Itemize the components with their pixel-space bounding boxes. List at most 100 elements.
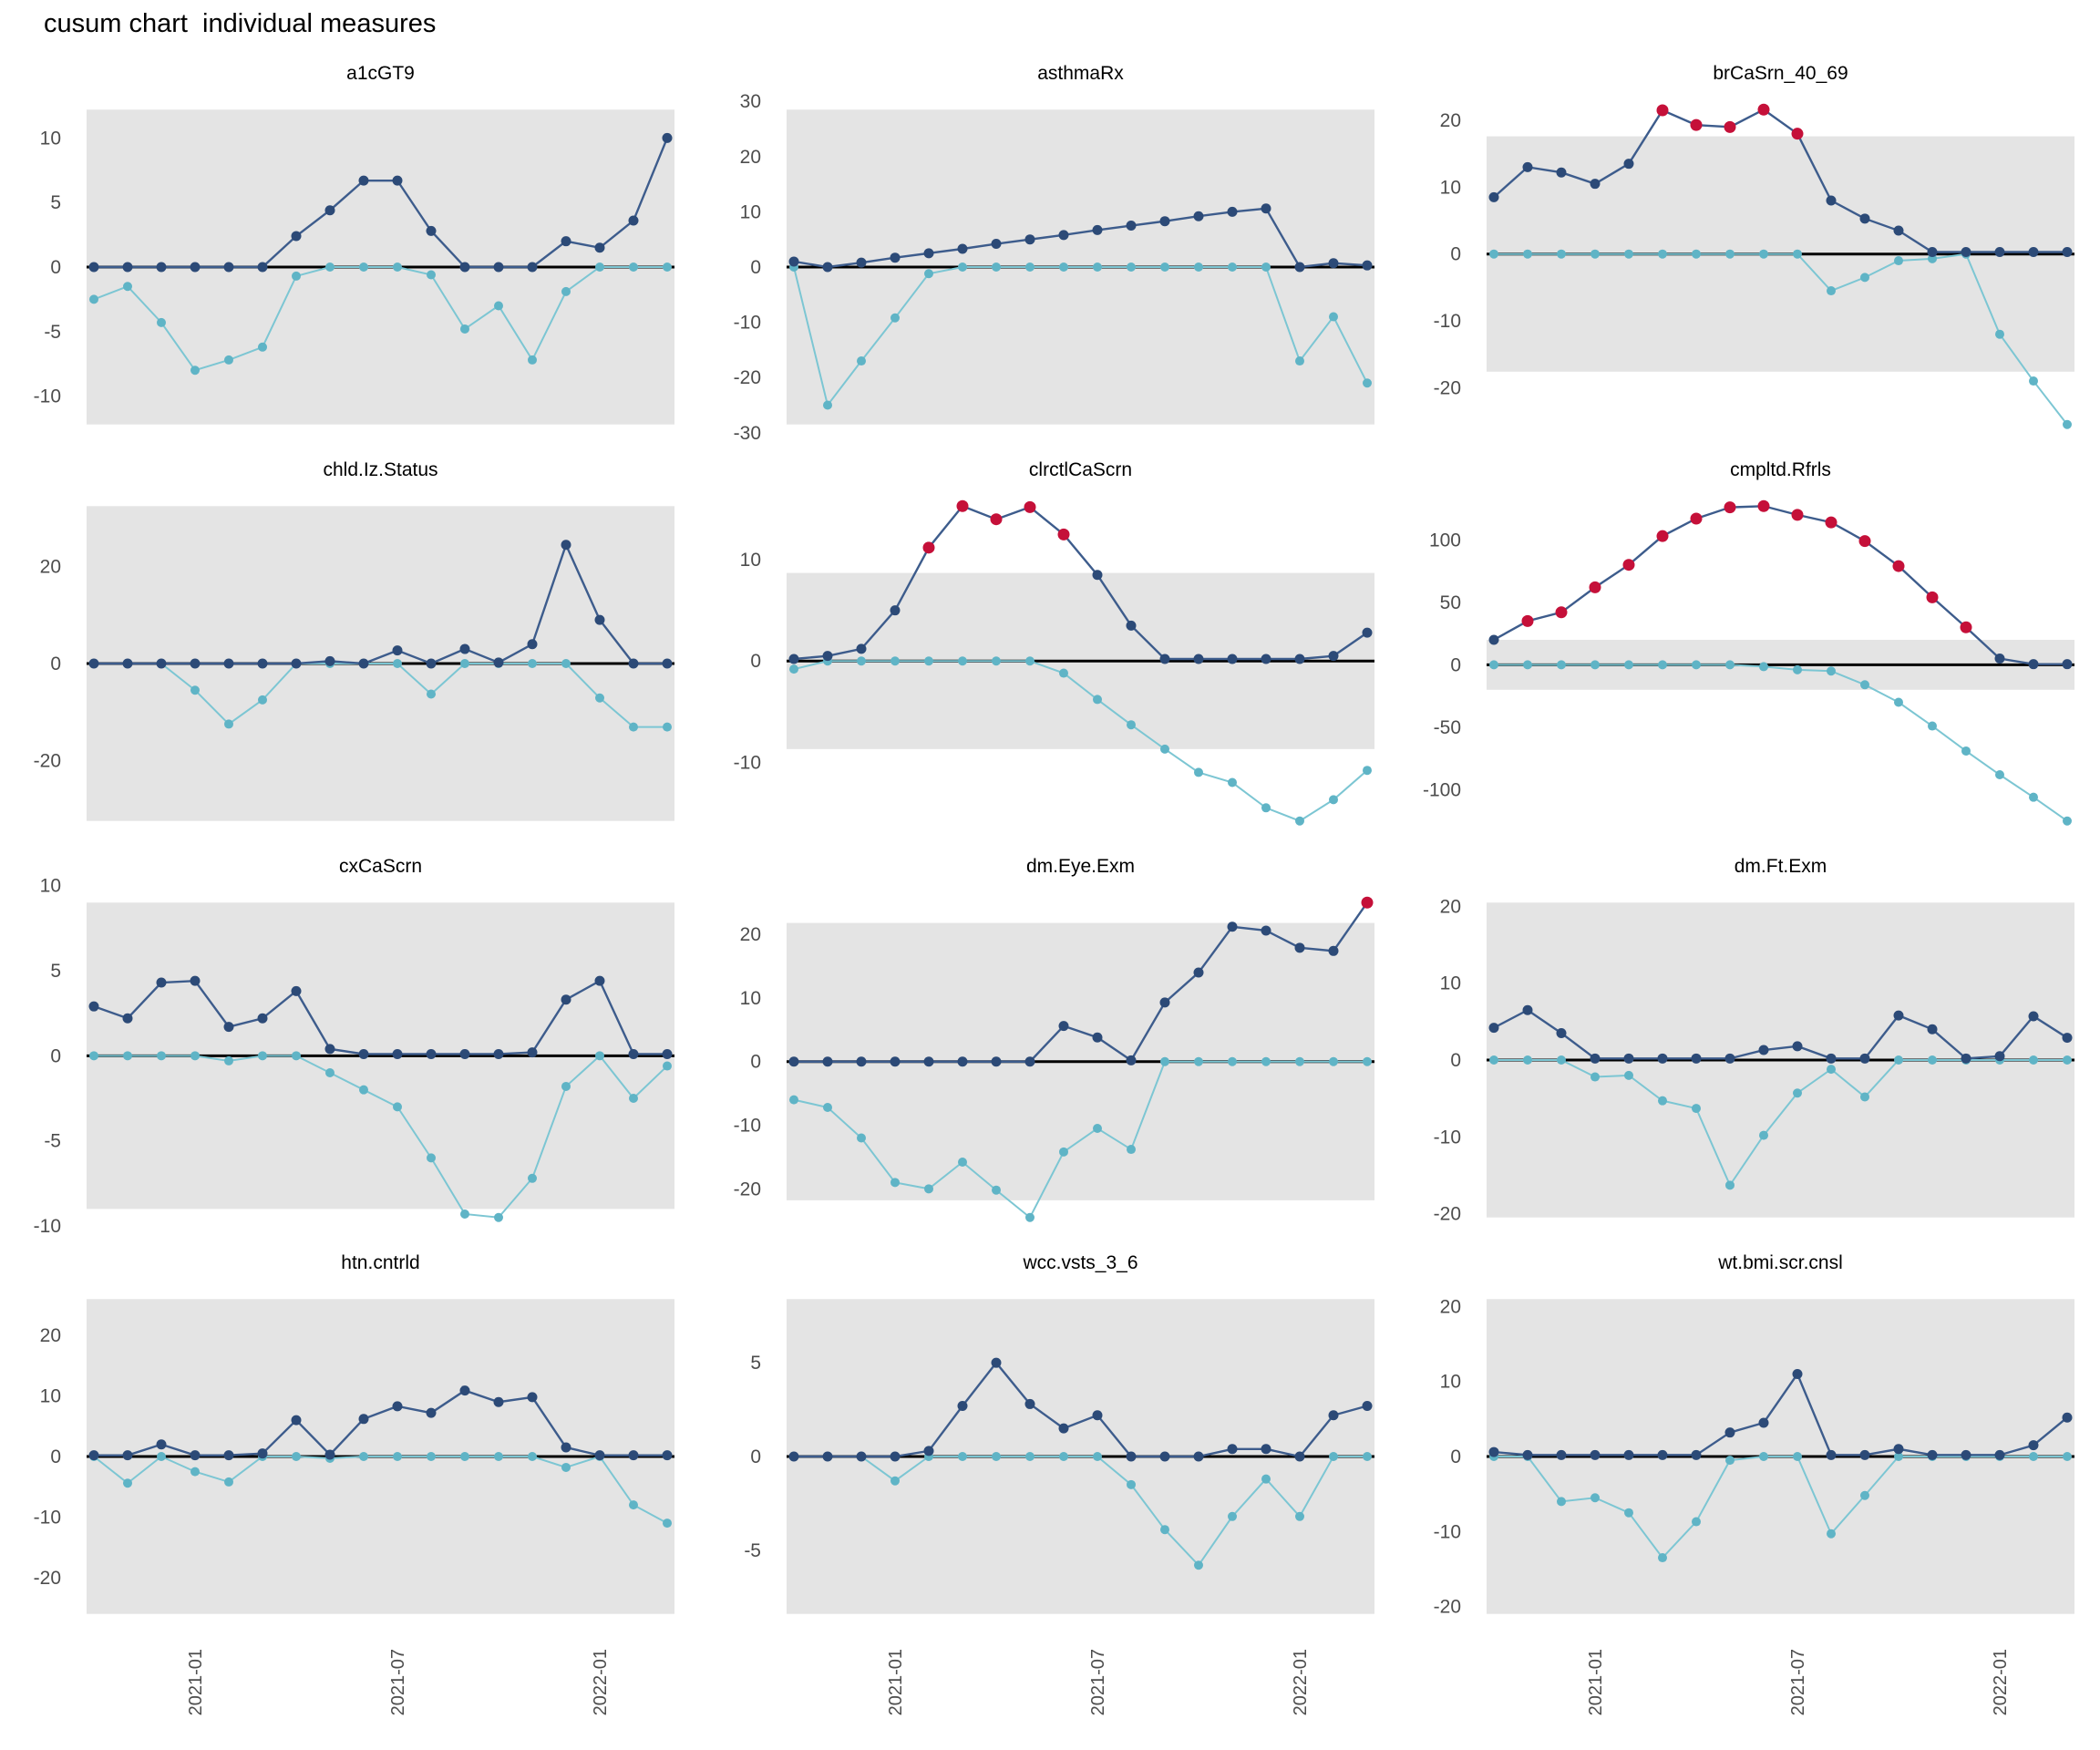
cusum-lower-point bbox=[1860, 273, 1869, 283]
cusum-upper-point bbox=[122, 658, 133, 669]
y-tick-label: -10 bbox=[734, 1116, 761, 1137]
cusum-lower-point bbox=[663, 262, 672, 272]
cusum-upper-point bbox=[1024, 234, 1035, 245]
cusum-upper-point bbox=[2028, 659, 2039, 670]
cusum-upper-point bbox=[527, 639, 538, 650]
cusum-lower-point bbox=[1194, 1056, 1203, 1066]
y-tick-label: -10 bbox=[1434, 311, 1461, 332]
cusum-lower-point bbox=[1725, 1180, 1735, 1190]
cusum-upper-point bbox=[156, 977, 167, 988]
y-tick-label: -20 bbox=[734, 1179, 761, 1199]
cusum-lower-point bbox=[1759, 662, 1768, 672]
cusum-lower-line bbox=[1494, 664, 2068, 822]
cusum-lower-point bbox=[1692, 1517, 1701, 1527]
cusum-lower-point bbox=[924, 656, 933, 666]
x-tick-label: 2022-01 bbox=[1291, 1649, 1311, 1715]
x-axis-labels: 2021-01 2021-07 2022-01 2021-01 2021-07 2022-… bbox=[186, 1649, 2011, 1715]
panel-plot-a1cGT9: 10 5 0 -5 -10 a1cGT9 bbox=[34, 63, 674, 425]
y-tick-label: 20 bbox=[740, 147, 761, 168]
cusum-lower-point bbox=[1489, 1055, 1498, 1065]
cusum-upper-point bbox=[594, 614, 605, 625]
cusum-upper-point bbox=[1522, 161, 1533, 172]
cusum-upper-point bbox=[1362, 627, 1373, 638]
cusum-upper-point bbox=[88, 262, 99, 273]
cusum-lower-point bbox=[1160, 1525, 1169, 1535]
cusum-upper-point bbox=[1261, 1444, 1271, 1455]
cusum-upper-point bbox=[1294, 942, 1305, 953]
cusum-lower-point bbox=[1961, 746, 1971, 756]
cusum-lower-point bbox=[1624, 660, 1633, 670]
panel-title: chld.Iz.Status bbox=[323, 459, 438, 480]
panel-title: cxCaScrn bbox=[339, 856, 422, 877]
cusum-lower-point bbox=[528, 355, 537, 365]
cusum-upper-point bbox=[1961, 1449, 1971, 1460]
cusum-lower-point bbox=[157, 317, 166, 327]
cusum-lower-line bbox=[94, 663, 667, 728]
cusum-upper-point bbox=[1024, 1398, 1035, 1409]
cusum-lower-point bbox=[789, 664, 798, 674]
cusum-upper-point bbox=[257, 262, 268, 273]
cusum-upper-point bbox=[1826, 195, 1837, 206]
cusum-upper-point bbox=[392, 1401, 403, 1412]
cusum-upper-point bbox=[527, 262, 538, 273]
cusum-lower-point bbox=[1329, 1056, 1338, 1066]
signal-point bbox=[1589, 581, 1601, 593]
cusum-upper-line bbox=[1493, 1008, 2068, 1060]
cusum-lower-line bbox=[793, 1060, 1367, 1220]
panel-clrctlCaScrn: 10 0 -10 clrctlCaScrn bbox=[700, 447, 1400, 843]
y-tick-label: 10 bbox=[1440, 177, 1461, 198]
cusum-upper-point bbox=[1657, 1449, 1668, 1460]
cusum-upper-point bbox=[1691, 1449, 1702, 1460]
y-tick-label: 5 bbox=[50, 192, 61, 213]
cusum-lower-point bbox=[460, 1209, 469, 1219]
cusum-upper-point bbox=[257, 1013, 268, 1024]
cusum-upper-point bbox=[88, 1001, 99, 1012]
y-tick-label: -20 bbox=[1434, 377, 1461, 398]
cusum-upper-point bbox=[1092, 1410, 1103, 1421]
cusum-lower-point bbox=[1261, 1474, 1271, 1484]
cusum-lower-line bbox=[793, 266, 1368, 407]
cusum-upper-point bbox=[1522, 1004, 1533, 1015]
cusum-lower-point bbox=[1194, 1560, 1203, 1570]
cusum-upper-point bbox=[1927, 246, 1938, 257]
y-tick-label: 30 bbox=[740, 91, 761, 112]
cusum-upper-point bbox=[890, 1056, 901, 1067]
y-tick-label: 0 bbox=[1450, 654, 1461, 675]
cusum-upper-point bbox=[1961, 1053, 1971, 1064]
cusum-lower-point bbox=[1894, 1055, 1903, 1065]
panel-title: wt.bmi.scr.cnsl bbox=[1717, 1252, 1843, 1273]
cusum-lower-point bbox=[292, 271, 301, 281]
y-tick-label: -20 bbox=[34, 750, 61, 771]
cusum-upper-point bbox=[991, 239, 1002, 250]
x-tick-label: 2021-01 bbox=[1586, 1649, 1606, 1715]
signal-point bbox=[1555, 606, 1568, 619]
cusum-lower-point bbox=[1827, 1065, 1836, 1075]
cusum-upper-point bbox=[2028, 246, 2039, 257]
cusum-lower-point bbox=[1194, 262, 1203, 272]
y-tick-label: 20 bbox=[40, 1325, 61, 1346]
cusum-upper-point bbox=[662, 1450, 673, 1461]
y-tick-label: -5 bbox=[44, 322, 61, 343]
cusum-lower-point bbox=[1658, 249, 1667, 259]
cusum-lower-point bbox=[1860, 1490, 1869, 1500]
signal-point bbox=[1960, 621, 1972, 633]
cusum-upper-point bbox=[1328, 945, 1339, 956]
cusum-upper-point bbox=[628, 215, 639, 226]
cusum-upper-point bbox=[324, 205, 335, 216]
chart-title: cusum chart individual measures bbox=[44, 9, 437, 38]
cusum-lower-point bbox=[1025, 1212, 1035, 1222]
cusum-lower-point bbox=[1363, 1056, 1372, 1066]
y-tick-label: 10 bbox=[1440, 973, 1461, 994]
cusum-upper-point bbox=[1893, 1010, 1904, 1021]
cusum-upper-point bbox=[628, 658, 639, 669]
y-tick-label: -50 bbox=[1434, 717, 1461, 738]
cusum-upper-point bbox=[1193, 654, 1204, 664]
cusum-lower-point bbox=[1025, 1452, 1035, 1461]
cusum-lower-point bbox=[1093, 695, 1102, 705]
panel-plot-cmpltd.Rfrls: 100 50 0 -50 -100 cmpltd.Rfrls bbox=[1423, 459, 2074, 826]
cusum-lower-point bbox=[1329, 1452, 1338, 1461]
cusum-upper-point bbox=[1623, 1053, 1634, 1064]
cusum-upper-point bbox=[1024, 1056, 1035, 1067]
cusum-upper-point bbox=[662, 1048, 673, 1059]
cusum-upper-line bbox=[793, 504, 1368, 661]
